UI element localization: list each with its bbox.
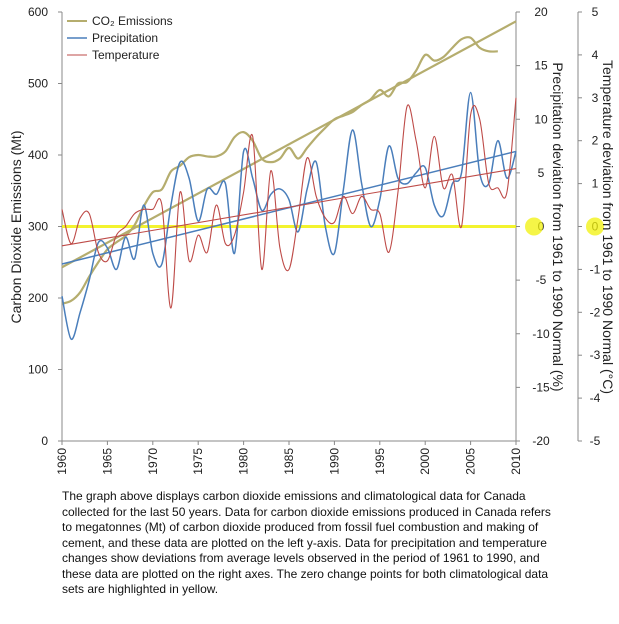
series-temperature	[61, 97, 517, 309]
x-tick-label: 1975	[191, 448, 205, 475]
left-tick-label: 400	[28, 148, 48, 162]
figure-caption: The graph above displays carbon dioxide …	[62, 489, 551, 596]
temp-tick-label: -3	[590, 348, 601, 362]
left-tick-label: 300	[28, 220, 48, 234]
precip-tick-label: 10	[534, 112, 548, 126]
x-tick-label: 2000	[418, 448, 432, 475]
x-tick-label: 2010	[509, 448, 523, 475]
x-tick-label: 1995	[373, 448, 387, 475]
temp-tick-label: 3	[592, 91, 599, 105]
precip-tick-label: 20	[534, 5, 548, 19]
legend-label-temperature: Temperature	[92, 48, 160, 62]
left-tick-label: 200	[28, 291, 48, 305]
left-tick-label: 0	[41, 434, 48, 448]
series-co2-trend	[61, 20, 517, 269]
temp-tick-label: 4	[592, 48, 599, 62]
legend: CO₂ Emissions Precipitation Temperature	[67, 14, 173, 62]
temp-tick-label: -5	[590, 434, 601, 448]
legend-label-co2: CO₂ Emissions	[92, 14, 173, 28]
left-axis-ticks: 0 100 200 300 400 500 600	[28, 5, 62, 448]
temp-tick-label: -4	[590, 391, 601, 405]
x-tick-label: 1960	[55, 448, 69, 475]
series-precipitation	[61, 91, 517, 340]
x-tick-label: 1985	[282, 448, 296, 475]
temp-tick-label: -2	[590, 305, 601, 319]
precip-axis-title: Precipitation deviation from 1961 to 199…	[550, 62, 566, 391]
temp-tick-label: 2	[592, 134, 599, 148]
precip-zero-highlight	[525, 217, 543, 236]
temp-tick-label: 5	[592, 5, 599, 19]
series-temperature-trend	[61, 168, 517, 247]
x-tick-label: 2005	[464, 448, 478, 475]
temp-zero-highlight	[586, 217, 604, 236]
temp-axis-title: Temperature deviation from 1961 to 1990 …	[600, 60, 616, 394]
series-layer	[61, 20, 517, 340]
series-co2-emissions	[61, 36, 498, 305]
precip-tick-label: 5	[538, 166, 545, 180]
x-tick-label: 1980	[237, 448, 251, 475]
legend-label-precipitation: Precipitation	[92, 31, 158, 45]
precip-tick-label: -15	[532, 380, 550, 394]
temp-tick-label: -1	[590, 262, 601, 276]
x-tick-label: 1970	[146, 448, 160, 475]
left-tick-label: 500	[28, 77, 48, 91]
precip-tick-label: -20	[532, 434, 550, 448]
left-tick-label: 100	[28, 363, 48, 377]
temp-tick-label: 1	[592, 177, 599, 191]
left-axis-title: Carbon Dioxide Emissions (Mt)	[8, 131, 24, 324]
left-tick-label: 600	[28, 5, 48, 19]
precip-tick-label: -10	[532, 327, 550, 341]
x-axis-ticks: 1960 1965 1970 1975 1980 1985 1990 1995 2000 2005…	[55, 441, 523, 475]
x-tick-label: 1965	[100, 448, 114, 475]
x-tick-label: 1990	[327, 448, 341, 475]
precip-tick-label: 15	[534, 59, 548, 73]
precip-tick-label: -5	[536, 273, 547, 287]
